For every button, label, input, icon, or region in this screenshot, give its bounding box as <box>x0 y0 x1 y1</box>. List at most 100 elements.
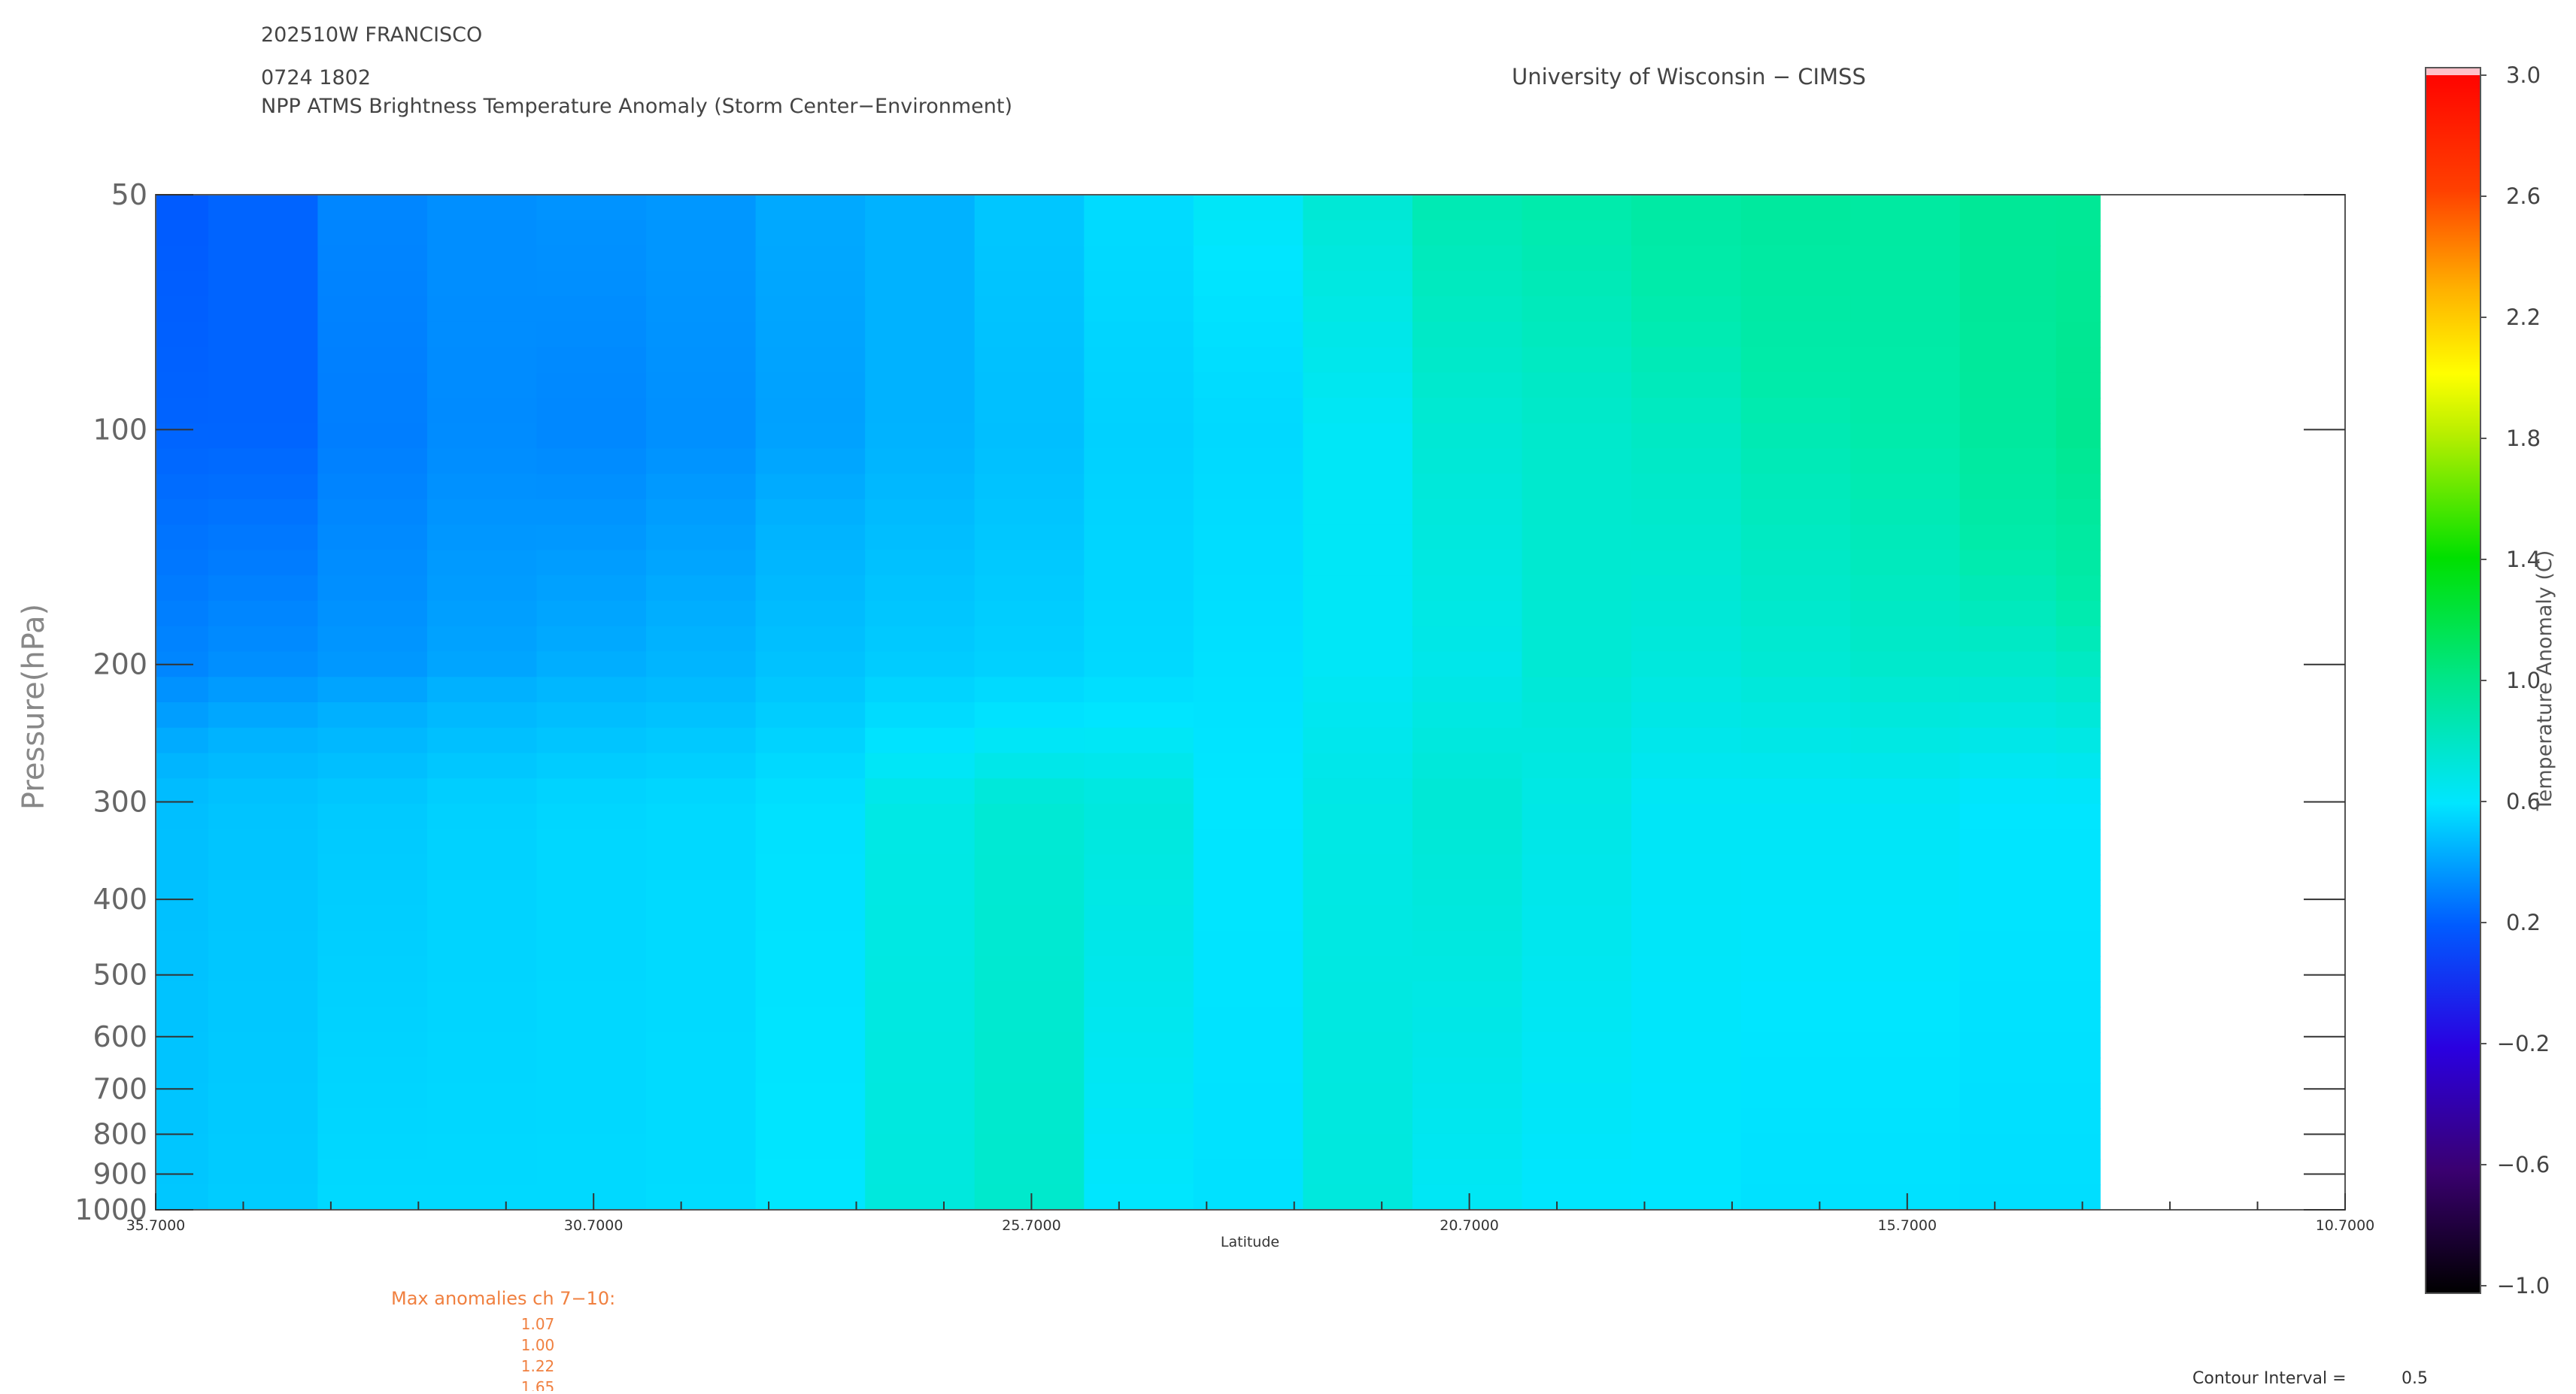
heatmap-cell <box>1193 575 1304 602</box>
heatmap-cell <box>1631 372 1742 399</box>
heatmap-cell <box>208 499 319 526</box>
heatmap-cell <box>427 702 538 729</box>
heatmap-cell <box>646 626 757 653</box>
heatmap-cell <box>646 829 757 856</box>
heatmap-cell <box>1522 474 1633 500</box>
heatmap-cell <box>755 220 866 247</box>
heatmap-cell <box>1959 1057 2057 1084</box>
plot-area <box>155 194 2346 1211</box>
heatmap-cell <box>646 702 757 729</box>
heatmap-cell <box>1084 1083 1194 1110</box>
heatmap-cell <box>1303 271 1413 298</box>
colorbar-top-cap <box>2426 68 2480 75</box>
heatmap-cell <box>646 321 757 348</box>
heatmap-cell <box>2056 499 2101 526</box>
heatmap-cell <box>755 474 866 500</box>
heatmap-cell <box>1631 601 1742 627</box>
heatmap-cell <box>1412 474 1523 500</box>
heatmap-cell <box>646 575 757 602</box>
heatmap-cell <box>208 1184 319 1210</box>
heatmap-cell <box>1959 1184 2057 1210</box>
heatmap-cell <box>536 905 647 932</box>
heatmap-cell <box>1850 423 1961 450</box>
heatmap-cell <box>1850 1083 1961 1110</box>
heatmap-cell <box>1850 575 1961 602</box>
heatmap-cell <box>1084 956 1194 983</box>
heatmap-cell <box>974 1007 1085 1033</box>
heatmap-cell <box>1084 651 1194 678</box>
heatmap-cell <box>1193 499 1304 526</box>
heatmap-cell <box>317 778 428 805</box>
heatmap-cell <box>1740 347 1852 374</box>
heatmap-cell <box>1303 829 1413 856</box>
heatmap-cell <box>317 981 428 1008</box>
heatmap-cell <box>317 1159 428 1186</box>
heatmap-cell <box>1412 524 1523 551</box>
heatmap-cell <box>1412 854 1523 881</box>
heatmap-cell <box>1522 321 1633 348</box>
heatmap-cell <box>156 423 209 450</box>
heatmap-cell <box>755 1159 866 1186</box>
heatmap-cell <box>1631 880 1742 906</box>
heatmap-cell <box>1740 1007 1852 1033</box>
heatmap-cell <box>208 651 319 678</box>
heatmap-cell <box>755 677 866 704</box>
heatmap-cell <box>646 727 757 754</box>
heatmap-cell <box>1850 778 1961 805</box>
heatmap-cell <box>974 804 1085 830</box>
heatmap-cell <box>865 1108 975 1135</box>
heatmap-cell <box>2056 753 2101 780</box>
heatmap-cell <box>1740 702 1852 729</box>
heatmap-cell <box>536 550 647 577</box>
heatmap-cell <box>156 474 209 500</box>
heatmap-cell <box>1193 1007 1304 1033</box>
heatmap-cell <box>974 1057 1085 1084</box>
heatmap-cell <box>974 550 1085 577</box>
heatmap-cell <box>2056 271 2101 298</box>
heatmap-cell <box>2056 550 2101 577</box>
heatmap-cell <box>1412 601 1523 627</box>
heatmap-cell <box>755 601 866 627</box>
storm-name: 202510W FRANCISCO <box>261 23 482 47</box>
heatmap-cell <box>156 271 209 298</box>
heatmap-cell <box>1084 347 1194 374</box>
heatmap-cell <box>1412 398 1523 424</box>
heatmap-cell <box>1959 398 2057 424</box>
heatmap-cell <box>865 195 975 221</box>
heatmap-cell <box>156 804 209 830</box>
heatmap-cell <box>1850 474 1961 500</box>
y-tick-label: 800 <box>93 1117 147 1150</box>
heatmap-cell <box>1084 905 1194 932</box>
heatmap-cell <box>317 195 428 221</box>
heatmap-cell <box>1740 854 1852 881</box>
heatmap-cell <box>1084 880 1194 906</box>
heatmap-cell <box>156 296 209 323</box>
heatmap-cell <box>1522 524 1633 551</box>
heatmap-cell <box>974 245 1085 272</box>
heatmap-cell <box>1959 245 2057 272</box>
heatmap-cell <box>536 727 647 754</box>
heatmap-cell <box>536 271 647 298</box>
heatmap-cell <box>974 651 1085 678</box>
heatmap-cell <box>208 905 319 932</box>
heatmap-cell <box>755 1032 866 1059</box>
heatmap-cell <box>1303 195 1413 221</box>
colorbar: 3.0 2.6 2.2 1.8 1.4 1.0 0.6 0.2 −0.2 −0.6 −1.0 Tem… <box>2425 62 2556 1299</box>
heatmap-cell <box>208 448 319 475</box>
heatmap-cell <box>974 601 1085 627</box>
heatmap-cell <box>865 550 975 577</box>
heatmap-cell <box>974 448 1085 475</box>
heatmap-cell <box>536 1057 647 1084</box>
heatmap-cell <box>1631 448 1742 475</box>
heatmap-cell <box>317 804 428 830</box>
heatmap-cell <box>646 1007 757 1033</box>
heatmap-cell <box>646 398 757 424</box>
heatmap-cell <box>208 854 319 881</box>
heatmap-cell <box>1631 1007 1742 1033</box>
heatmap-cell <box>156 398 209 424</box>
heatmap-cell <box>865 804 975 830</box>
heatmap-cell <box>1631 1108 1742 1135</box>
heatmap-cell <box>156 829 209 856</box>
heatmap-cell <box>974 1159 1085 1186</box>
heatmap-cell <box>865 1184 975 1210</box>
